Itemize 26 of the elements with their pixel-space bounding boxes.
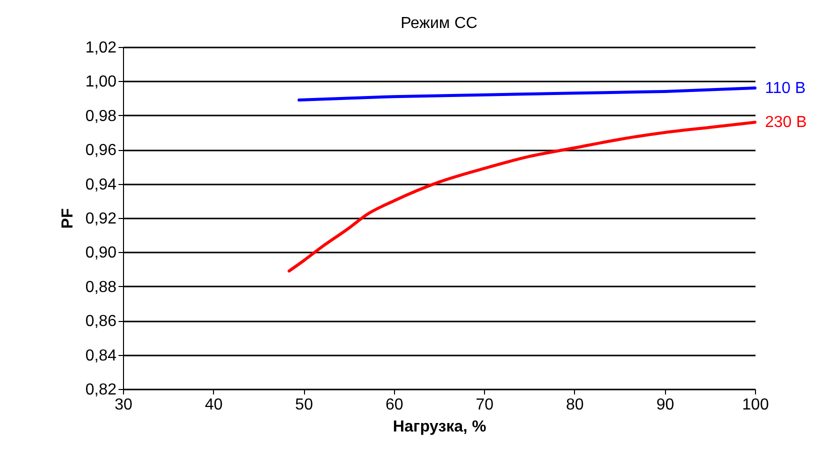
- chart-title: Режим СС: [400, 15, 478, 32]
- x-tick-label: 80: [566, 396, 584, 414]
- y-tick-label: 0,90: [85, 244, 117, 262]
- y-tick-label: 0,84: [85, 347, 117, 364]
- y-tick-label: 0,94: [85, 176, 117, 194]
- x-tick-label: 40: [204, 396, 223, 414]
- x-tick-label: 90: [656, 396, 674, 414]
- x-axis-title: Нагрузка, %: [392, 418, 486, 436]
- y-tick-label: 0,92: [85, 210, 117, 228]
- x-tick-label: 60: [385, 396, 404, 414]
- line-series: [298, 86, 756, 102]
- x-tick-label: 30: [114, 396, 132, 414]
- x-tick-label: 70: [476, 396, 494, 414]
- series-label: 110 В: [765, 80, 806, 98]
- y-tick-label: 1,02: [85, 40, 117, 56]
- y-tick-label: 0,88: [85, 278, 117, 296]
- y-tick-label: 0,96: [85, 142, 117, 160]
- y-tick-label: 0,86: [85, 313, 117, 330]
- y-tick-label: 0,98: [85, 108, 117, 125]
- y-tick-label: 0,82: [85, 382, 117, 398]
- x-tick-label: 50: [295, 396, 314, 414]
- y-axis-title: PF: [59, 208, 76, 229]
- series-label: 230 В: [765, 114, 807, 132]
- x-tick-label: 100: [742, 396, 769, 414]
- line-series: [288, 120, 756, 273]
- y-tick-label: 1,00: [85, 74, 117, 91]
